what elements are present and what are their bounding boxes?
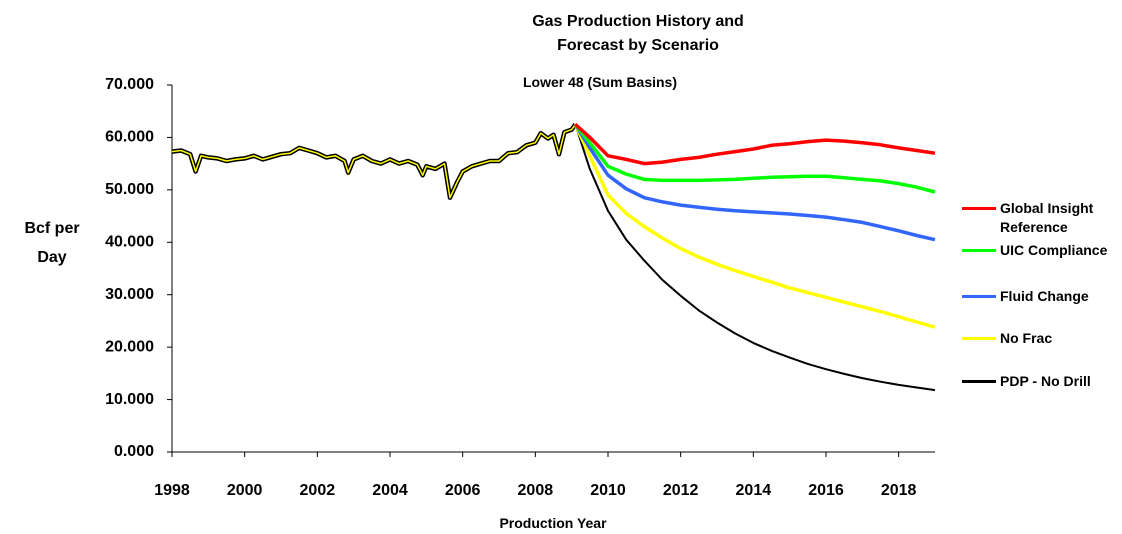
- x-tick-label: 2014: [736, 482, 772, 499]
- x-tick-label: 2016: [808, 482, 844, 499]
- y-tick-label: 0.000: [114, 443, 154, 460]
- legend-label: PDP - No Drill: [1000, 373, 1091, 389]
- y-tick-label: 60.000: [105, 129, 154, 146]
- legend-label: Global Insight Reference: [1000, 200, 1094, 235]
- legend-item: UIC Compliance: [962, 242, 1118, 260]
- x-tick-label: 2018: [881, 482, 917, 499]
- x-tick-label: 2006: [445, 482, 481, 499]
- legend-swatch: [962, 207, 996, 210]
- legend-item: Global Insight Reference: [962, 200, 1118, 237]
- series-line: [573, 123, 936, 194]
- y-tick-label: 40.000: [105, 234, 154, 251]
- y-tick-label: 70.000: [105, 76, 154, 93]
- x-tick-label: 2000: [227, 482, 263, 499]
- legend-label: No Frac: [1000, 330, 1053, 346]
- legend-item: Fluid Change: [962, 288, 1118, 306]
- legend-swatch: [962, 295, 996, 298]
- legend-swatch: [962, 249, 996, 252]
- x-tick-label: 2012: [663, 482, 699, 499]
- x-tick-label: 2010: [590, 482, 626, 499]
- x-tick-label: 1998: [154, 482, 190, 499]
- y-axis-label: Bcf per Day: [24, 220, 80, 266]
- chart-title: Gas Production History and Forecast by S…: [532, 13, 744, 54]
- legend-item: PDP - No Drill: [962, 373, 1118, 391]
- legend-swatch: [962, 337, 996, 340]
- y-tick-label: 20.000: [105, 338, 154, 355]
- series-line: [171, 123, 576, 199]
- series-line: [573, 123, 936, 242]
- series-line: [573, 123, 936, 329]
- legend-swatch: [962, 380, 996, 383]
- x-axis-label: Production Year: [499, 515, 607, 531]
- chart-subtitle: Lower 48 (Sum Basins): [522, 74, 678, 90]
- legend-item: No Frac: [962, 330, 1118, 348]
- x-tick-label: 2004: [372, 482, 408, 499]
- y-tick-label: 10.000: [105, 391, 154, 408]
- legend-label: UIC Compliance: [1000, 242, 1108, 258]
- series-line: [574, 123, 936, 392]
- y-tick-label: 50.000: [105, 181, 154, 198]
- y-tick-label: 30.000: [105, 286, 154, 303]
- x-tick-label: 2002: [300, 482, 336, 499]
- x-tick-label: 2008: [518, 482, 554, 499]
- legend-label: Fluid Change: [1000, 288, 1089, 304]
- series-line: [574, 123, 936, 166]
